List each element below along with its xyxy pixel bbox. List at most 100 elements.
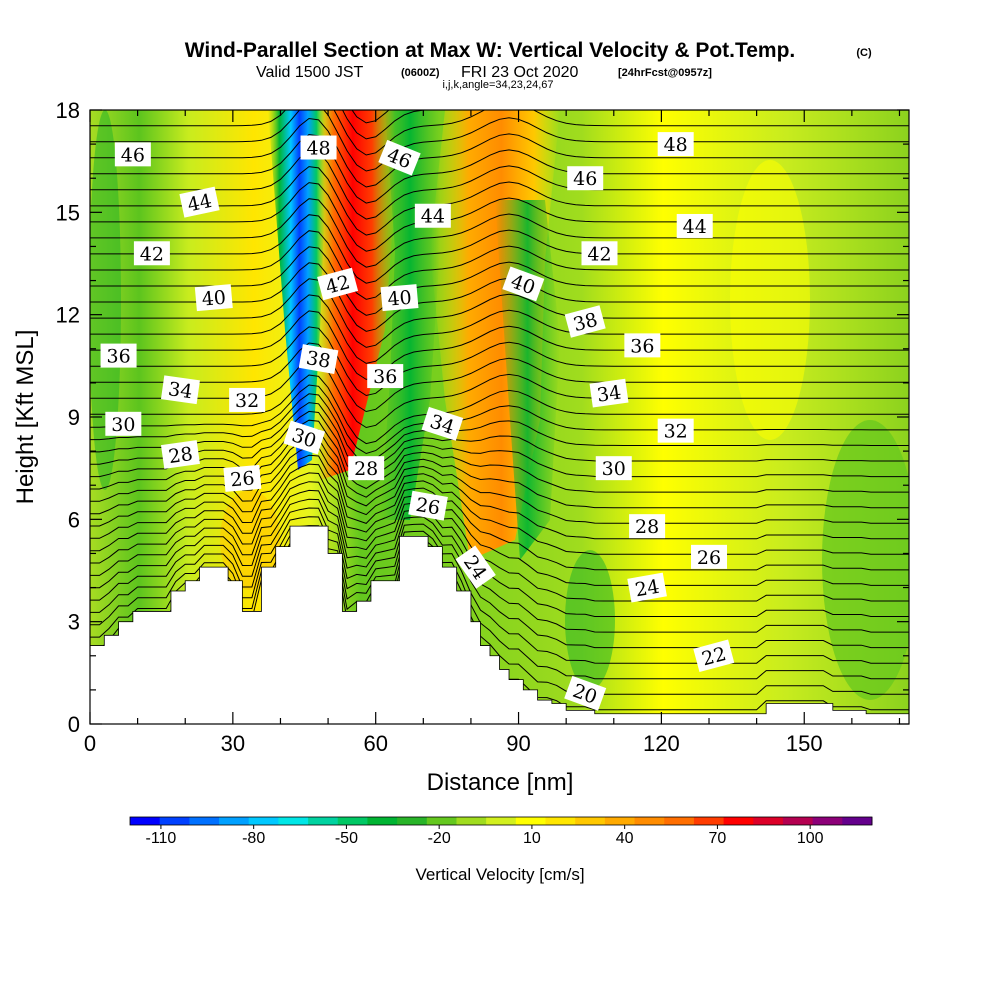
isentrope-label-bg <box>105 411 142 436</box>
colorbar-ticks: -110 -80 -50 -20 10 40 70 100 <box>145 825 824 847</box>
isentrope-line <box>90 489 909 617</box>
isentrope-line <box>90 419 909 493</box>
isentrope-label-bg <box>348 456 385 481</box>
isentrope-label: 40 <box>194 284 233 312</box>
isentrope-label-bg <box>283 420 326 455</box>
y-axis-label: Height [Kft MSL] <box>12 330 39 505</box>
isentrope-line <box>90 326 909 397</box>
isentrope-line <box>90 230 909 300</box>
isentrope-label-bg <box>114 142 151 167</box>
isentrope-label: 30 <box>283 420 326 455</box>
isentrope-line <box>90 110 909 156</box>
isentrope-label-text: 30 <box>602 458 626 480</box>
colorbar-label: Vertical Velocity [cm/s] <box>415 865 584 884</box>
isentrope-label-text: 44 <box>683 216 707 238</box>
isentrope-label-text: 26 <box>697 547 721 569</box>
isentrope-label: 36 <box>624 333 661 358</box>
colorbar-swatch <box>159 817 190 825</box>
isentrope-label-text: 46 <box>573 168 597 190</box>
colorbar-swatch <box>130 817 161 825</box>
isentrope-line <box>90 374 909 445</box>
yellow-patch-low <box>220 490 280 590</box>
isentrope-line <box>90 393 909 463</box>
isentrope-label-bg <box>676 213 713 238</box>
isentrope-label-text: 28 <box>635 516 659 538</box>
isentrope-label-bg <box>380 284 419 312</box>
isentrope-label-text: 34 <box>596 382 623 407</box>
colorbar-swatch <box>278 817 309 825</box>
isentrope-label-bg <box>367 364 404 389</box>
isentrope-line <box>90 525 909 680</box>
isentrope-label-text: 36 <box>630 335 654 357</box>
colorbar-swatch <box>753 817 784 825</box>
isentrope-line <box>90 133 909 204</box>
isentrope-line <box>90 463 909 571</box>
isentrope-line <box>90 410 909 481</box>
colorbar-swatch <box>782 817 814 825</box>
terrain-mask <box>89 525 910 725</box>
valid-time-label: Valid 1500 JST <box>256 64 364 81</box>
isentrope-label: 42 <box>133 241 170 266</box>
y-tick-label: 15 <box>56 200 80 225</box>
isentrope-label: 48 <box>657 132 694 157</box>
isentrope-label: 24 <box>627 572 667 603</box>
colorbar-swatch <box>456 817 487 825</box>
isentrope-label-bg <box>455 545 496 589</box>
colorbar-tick-label: -20 <box>428 830 451 847</box>
isentrope-label-bg <box>629 514 666 539</box>
colorbar-tick-label: 10 <box>523 830 541 847</box>
isentrope-label: 32 <box>657 418 694 443</box>
isentrope-label: 26 <box>691 544 728 569</box>
colorbar-swatch <box>248 817 279 825</box>
isentrope-label-bg <box>160 375 200 405</box>
isentrope-label-text: 28 <box>354 458 378 480</box>
isentrope-label-bg <box>657 132 694 157</box>
isentrope-line <box>90 472 909 586</box>
x-tick-label: 60 <box>363 731 387 756</box>
isentrope-line <box>90 166 909 236</box>
isentrope-label-text: 46 <box>121 144 145 166</box>
isentrope-line <box>90 310 909 380</box>
forecast-label: [24hrFcst@0957z] <box>618 67 712 79</box>
copyright-mark: (C) <box>856 47 872 59</box>
x-tick-label: 30 <box>221 731 245 756</box>
y-tick-label: 12 <box>56 303 80 328</box>
isentrope-label: 48 <box>300 135 337 160</box>
chart-title: Wind-Parallel Section at Max W: Vertical… <box>185 39 796 62</box>
isentrope-labels: 46 44 42 40 48 46 44 42 40 38 36 34 32 30 28 26 24 36 34 30… <box>100 132 735 711</box>
colorbar-tick-label: -80 <box>242 830 265 847</box>
colorbar-swatch <box>367 817 398 825</box>
isentrope-label-bg <box>223 464 262 492</box>
isentrope-label: 38 <box>298 344 339 374</box>
isentrope-label: 46 <box>114 142 151 167</box>
isentrope-label-bg <box>414 203 451 228</box>
isentrope-label: 26 <box>408 490 448 521</box>
colorbar <box>129 816 873 826</box>
x-tick-label: 120 <box>643 731 680 756</box>
colorbar-swatch <box>634 817 665 825</box>
grid-info-label: i,j,k,angle=34,23,24,67 <box>442 79 553 91</box>
isentrope-label-text: 28 <box>167 443 194 468</box>
isentrope-label: 38 <box>564 305 606 338</box>
isentrope-label: 32 <box>229 387 266 412</box>
isentrope-label-bg <box>194 284 233 312</box>
isentrope-label-bg <box>133 241 170 266</box>
isentrope-label-bg <box>581 241 618 266</box>
valid-date-label: FRI 23 Oct 2020 <box>461 64 578 81</box>
isentrope-label-bg <box>408 490 448 521</box>
isentrope-line <box>90 358 909 429</box>
isentrope-label-bg <box>595 456 632 481</box>
y-tick-label: 3 <box>68 610 80 635</box>
isentrope-line <box>90 278 909 348</box>
colorbar-swatch <box>308 817 339 825</box>
colorbar-swatch <box>515 817 547 825</box>
isentrope-label: 36 <box>367 364 404 389</box>
isentrope-label: 34 <box>589 378 629 408</box>
isentrope-label-bg <box>421 406 464 441</box>
colorbar-swatch <box>426 817 457 825</box>
colorbar-tick-label: 100 <box>797 830 824 847</box>
yellow-patch-east <box>730 160 810 440</box>
isentrope-line <box>90 150 909 220</box>
isentrope-label-bg <box>317 267 359 301</box>
isentrope-label-bg <box>502 266 545 302</box>
